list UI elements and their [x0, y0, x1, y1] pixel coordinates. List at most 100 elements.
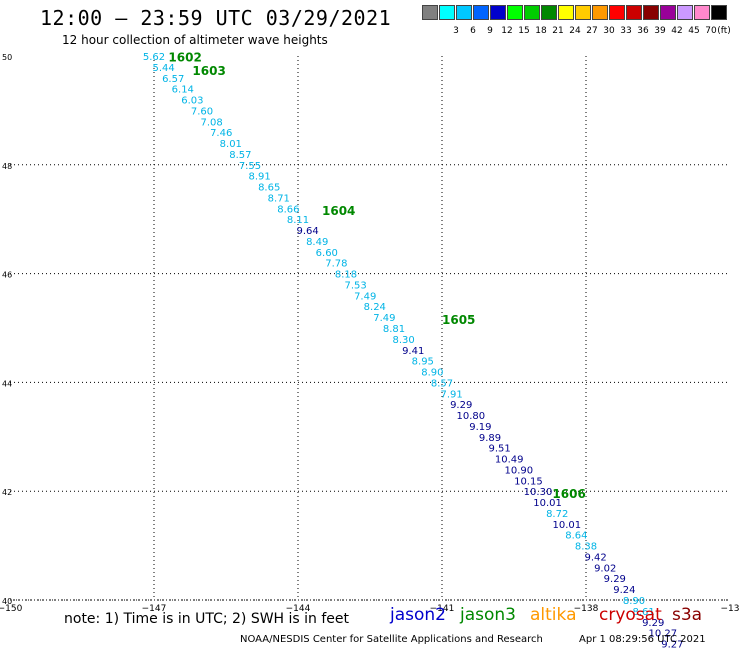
wave-height-label: 8.18 [335, 270, 357, 281]
wave-height-label: 10.49 [495, 455, 524, 466]
wave-height-label: 6.14 [172, 85, 194, 96]
wave-height-label: 8.91 [248, 172, 270, 183]
wave-height-label: 7.49 [354, 291, 376, 302]
color-swatch [711, 5, 727, 20]
wave-height-label: 10.27 [648, 629, 677, 640]
color-swatch [660, 5, 676, 20]
wave-height-label: 9.29 [450, 400, 472, 411]
chart-subtitle: 12 hour collection of altimeter wave hei… [62, 33, 328, 47]
color-scale-label: 39 [654, 26, 666, 36]
wave-height-label: 8.57 [229, 150, 251, 161]
chart-title: 12:00 – 23:59 UTC 03/29/2021 [40, 6, 392, 30]
wave-height-label: 9.19 [469, 422, 491, 433]
wave-height-label: 9.42 [584, 552, 606, 563]
wave-height-label: 8.57 [431, 378, 453, 389]
color-swatch [575, 5, 591, 20]
color-scale-label: 21 [552, 26, 564, 36]
color-scale-label: 27 [586, 26, 598, 36]
color-scale-label: 3 [453, 26, 459, 36]
footnote: note: 1) Time is in UTC; 2) SWH is in fe… [64, 611, 350, 627]
color-swatch [694, 5, 710, 20]
wave-height-label: 7.46 [210, 128, 232, 139]
wave-height-label: 8.66 [277, 204, 299, 215]
hour-label: 1602 [168, 51, 201, 65]
color-swatch [456, 5, 472, 20]
hour-label: 1603 [192, 64, 225, 78]
wave-height-label: 9.51 [488, 444, 510, 455]
wave-height-label: 7.60 [191, 106, 213, 117]
color-scale-label: 42 [671, 26, 683, 36]
wave-height-label: 8.24 [364, 302, 386, 313]
wave-height-label: 8.61 [632, 607, 654, 618]
y-tick-label: 40 [2, 597, 12, 606]
wave-height-label: 6.03 [181, 96, 203, 107]
wave-height-label: 5.62 [143, 52, 165, 63]
wave-height-label: 9.64 [296, 226, 318, 237]
color-scale-label: 6 [470, 26, 476, 36]
color-scale-label: 36 [637, 26, 649, 36]
color-swatch [677, 5, 693, 20]
wave-height-label: 8.64 [565, 531, 587, 542]
x-tick-label: −141 [430, 604, 455, 614]
x-tick-label: −147 [142, 604, 167, 614]
x-tick-label: −150 [0, 604, 23, 614]
wave-height-label: 10.15 [514, 476, 543, 487]
color-scale-unit: (ft) [717, 26, 731, 36]
legend-item-jason2: jason2 [390, 605, 446, 625]
wave-height-label: 7.55 [239, 161, 261, 172]
color-scale-label: 30 [603, 26, 615, 36]
y-tick-label: 50 [2, 53, 12, 62]
wave-height-label: 10.01 [552, 520, 581, 531]
color-swatch [507, 5, 523, 20]
color-swatch [422, 5, 438, 20]
wave-height-label: 8.95 [412, 357, 434, 368]
wave-height-label: 10.90 [504, 465, 533, 476]
wave-height-label: 6.60 [316, 248, 338, 259]
color-swatch [473, 5, 489, 20]
wave-height-label: 8.38 [575, 542, 597, 553]
wave-height-label: 8.90 [421, 368, 443, 379]
y-tick-label: 44 [2, 379, 12, 388]
wave-height-label: 8.71 [268, 193, 290, 204]
credit-line: NOAA/NESDIS Center for Satellite Applica… [240, 634, 543, 645]
wave-height-label: 9.89 [479, 433, 501, 444]
wave-height-label: 9.27 [661, 640, 683, 650]
generated-date: Apr 1 08:29:56 UTC 2021 [579, 634, 706, 645]
y-tick-label: 42 [2, 488, 12, 497]
wave-height-label: 8.11 [287, 215, 309, 226]
wave-height-label: 9.29 [604, 574, 626, 585]
color-swatch [609, 5, 625, 20]
wave-height-label: 7.78 [325, 259, 347, 270]
color-scale-label: 45 [688, 26, 700, 36]
color-swatch [439, 5, 455, 20]
wave-height-label: 8.30 [392, 335, 414, 346]
color-swatch [558, 5, 574, 20]
legend-item-s3a: s3a [672, 605, 703, 625]
color-scale-label: 33 [620, 26, 632, 36]
color-scale-label: 9 [487, 26, 493, 36]
color-swatch [490, 5, 506, 20]
x-tick-label: −144 [286, 604, 311, 614]
wave-height-label: 8.72 [546, 509, 568, 520]
color-scale-label: 18 [535, 26, 547, 36]
wave-height-label: 7.08 [200, 117, 222, 128]
x-tick-label: −138 [574, 604, 599, 614]
x-tick-label: −13 [721, 604, 740, 614]
wave-height-label: 7.53 [344, 280, 366, 291]
wave-height-label: 10.80 [456, 411, 485, 422]
wave-height-label: 8.81 [383, 324, 405, 335]
color-scale-label: 24 [569, 26, 581, 36]
wave-height-label: 9.02 [594, 563, 616, 574]
wave-height-label: 6.57 [162, 74, 184, 85]
color-swatch [626, 5, 642, 20]
wave-height-label: 9.41 [402, 346, 424, 357]
color-swatch [643, 5, 659, 20]
y-tick-label: 48 [2, 162, 12, 171]
wave-height-label: 10.01 [533, 498, 562, 509]
hour-label: 1604 [322, 204, 355, 218]
y-tick-label: 46 [2, 271, 12, 280]
hour-label: 1605 [442, 313, 475, 327]
hour-label: 1606 [552, 487, 585, 501]
wave-height-label: 7.91 [440, 389, 462, 400]
